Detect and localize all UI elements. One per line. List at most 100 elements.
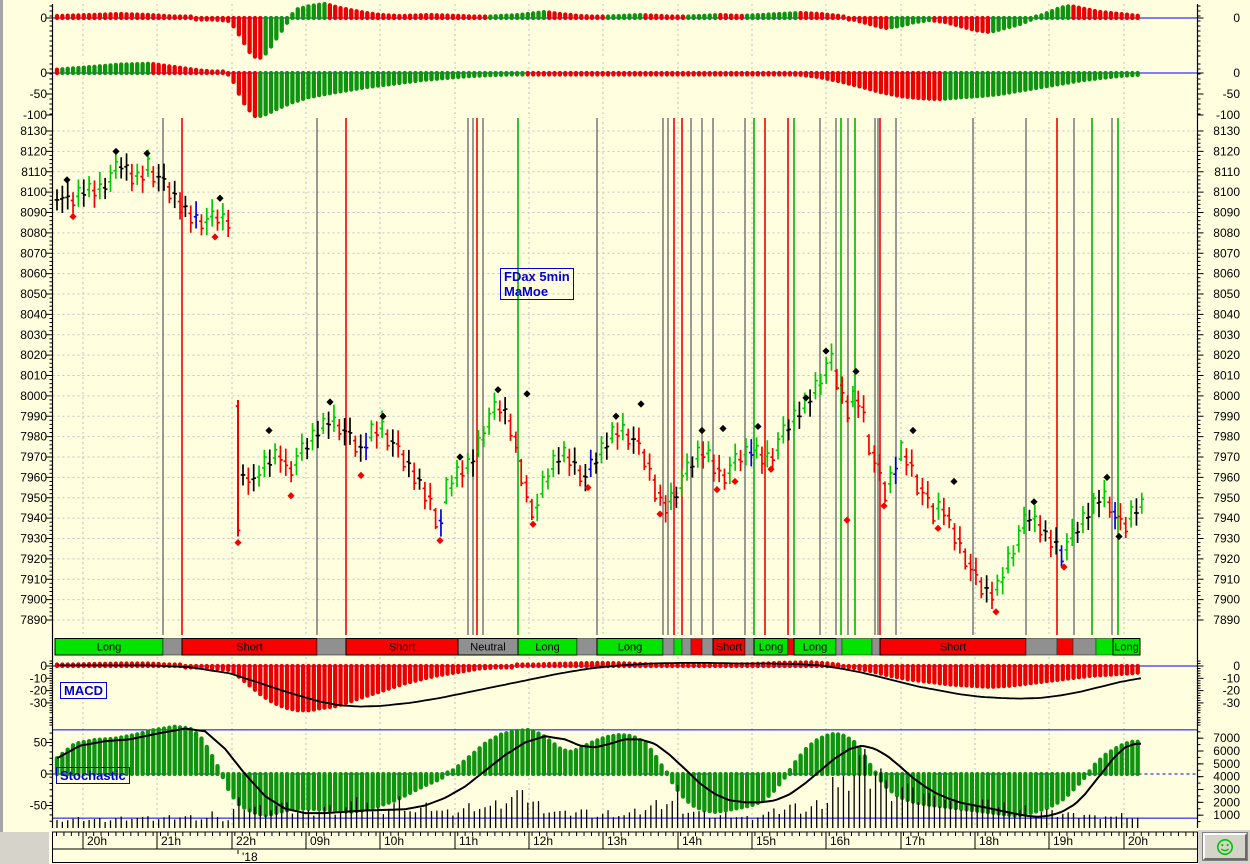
signal-segment-neutral bbox=[1072, 638, 1097, 656]
signal-segment-short bbox=[1056, 638, 1074, 656]
axis-label: 7990 bbox=[1213, 409, 1240, 423]
axis-label: 7970 bbox=[1213, 450, 1240, 464]
axis-label: 8110 bbox=[1214, 165, 1240, 179]
axis-label: -30 bbox=[30, 696, 48, 710]
axis-label: 8130 bbox=[1213, 124, 1240, 138]
signal-segment-label: Long bbox=[97, 642, 121, 654]
axis-label: 8010 bbox=[20, 369, 47, 383]
axis-label: 7940 bbox=[1213, 511, 1240, 525]
axis-label: 8130 bbox=[20, 124, 47, 138]
signal-segment-label: Long bbox=[759, 642, 783, 654]
signal-segment-neutral bbox=[835, 638, 843, 656]
axis-label: -50 bbox=[1223, 87, 1241, 101]
hour-label: 11h bbox=[459, 834, 478, 848]
signal-segment-label: Short bbox=[389, 642, 415, 654]
window-left-edge bbox=[0, 0, 3, 864]
signal-segment-neutral bbox=[1025, 638, 1058, 656]
signal-segment-neutral bbox=[162, 638, 183, 656]
signal-segment-label: Long bbox=[618, 642, 642, 654]
momentum1-histogram bbox=[54, 1, 1140, 60]
axis-label: 7990 bbox=[20, 409, 47, 423]
axis-label: 0 bbox=[1233, 11, 1240, 25]
axis-label: 7900 bbox=[1213, 593, 1240, 607]
signal-segment-neutral bbox=[576, 638, 598, 656]
axis-label: 7890 bbox=[20, 613, 47, 627]
hour-label: 14h bbox=[682, 834, 702, 848]
smiley-face-icon bbox=[1217, 838, 1233, 855]
axis-label: 8020 bbox=[1213, 348, 1240, 362]
signal-segment-neutral bbox=[681, 638, 692, 656]
signal-segment-neutral bbox=[744, 638, 755, 656]
hour-label: 09h bbox=[310, 834, 330, 848]
axis-label: 7910 bbox=[1213, 572, 1240, 586]
axis-label: 0 bbox=[40, 11, 47, 25]
axis-label: 8030 bbox=[1213, 328, 1240, 342]
axis-label: 8040 bbox=[1213, 307, 1240, 321]
axis-label: -20 bbox=[30, 684, 48, 698]
hour-label: 10h bbox=[384, 834, 404, 848]
signal-segment-label: Long bbox=[1114, 642, 1138, 654]
momentum2-histogram bbox=[54, 61, 1140, 119]
svg-text:7000: 7000 bbox=[1213, 731, 1240, 745]
axis-label: 8030 bbox=[20, 328, 47, 342]
axis-label: 7900 bbox=[20, 593, 47, 607]
hour-label: 13h bbox=[607, 834, 627, 848]
signal-segment-long bbox=[841, 638, 873, 656]
signal-state-bar: Long Short Short Neutral Long Long Short Long Lo… bbox=[54, 638, 1141, 656]
chart-title-overlay: MaMoe bbox=[504, 284, 549, 299]
signal-segment-short bbox=[787, 638, 795, 656]
axis-label: 7960 bbox=[1213, 470, 1240, 484]
macd-pane-label: MACD bbox=[60, 682, 107, 699]
axis-label: 7930 bbox=[1213, 532, 1240, 546]
signal-segment-short bbox=[690, 638, 703, 656]
axis-label: 7980 bbox=[1213, 430, 1240, 444]
svg-text:50: 50 bbox=[34, 736, 48, 750]
svg-text:4000: 4000 bbox=[1213, 770, 1240, 784]
stochastic-histogram bbox=[54, 724, 1140, 818]
macd-histogram bbox=[54, 660, 1140, 713]
hour-label: 12h bbox=[533, 834, 553, 848]
axis-label: 7930 bbox=[20, 532, 47, 546]
volume-bars bbox=[56, 748, 1139, 828]
axis-label: 8120 bbox=[20, 144, 47, 158]
axis-label: 8000 bbox=[1213, 389, 1240, 403]
hour-label: 19h bbox=[1053, 834, 1073, 848]
signal-segment-neutral bbox=[701, 638, 714, 656]
signal-segment-label: Short bbox=[716, 642, 742, 654]
axis-label: 7920 bbox=[20, 552, 47, 566]
axis-label: 7980 bbox=[20, 430, 47, 444]
svg-text:2000: 2000 bbox=[1213, 795, 1240, 809]
signal-segment-label: Long bbox=[803, 642, 827, 654]
hour-label: 16h bbox=[830, 834, 850, 848]
chart-title-box: FDax 5min MaMoe bbox=[500, 268, 574, 300]
axis-label: -30 bbox=[1223, 696, 1241, 710]
axis-label: 8070 bbox=[1213, 246, 1240, 260]
hour-label: 20h bbox=[1128, 834, 1148, 848]
signal-segment-neutral bbox=[871, 638, 881, 656]
hour-label: 18h bbox=[979, 834, 999, 848]
stochastic-pane-label: Stochastic bbox=[56, 767, 130, 784]
axis-label: 0 bbox=[1233, 66, 1240, 80]
axis-label: 0 bbox=[40, 66, 47, 80]
signal-segment-label: Neutral bbox=[470, 642, 505, 654]
axis-label: -10 bbox=[30, 671, 48, 685]
axis-label: 8040 bbox=[20, 307, 47, 321]
axis-label: -50 bbox=[30, 87, 48, 101]
signal-segment-neutral bbox=[662, 638, 675, 656]
axis-label: 8100 bbox=[1213, 185, 1240, 199]
axis-label: 8090 bbox=[20, 206, 47, 220]
axis-label: 0 bbox=[1233, 659, 1240, 673]
axis-label: 8090 bbox=[1213, 206, 1240, 220]
bottom-left-corner bbox=[0, 832, 49, 864]
axis-label: 7920 bbox=[1213, 552, 1240, 566]
svg-text:5000: 5000 bbox=[1213, 757, 1240, 771]
swing-diamond-markers bbox=[63, 147, 1123, 616]
svg-text:1000: 1000 bbox=[1213, 808, 1240, 822]
price-bars bbox=[54, 149, 1145, 609]
smiley-status-button[interactable] bbox=[1202, 832, 1248, 861]
axis-label: 8100 bbox=[20, 185, 47, 199]
year-label: '18 bbox=[242, 850, 258, 864]
axis-label: -20 bbox=[1223, 684, 1241, 698]
